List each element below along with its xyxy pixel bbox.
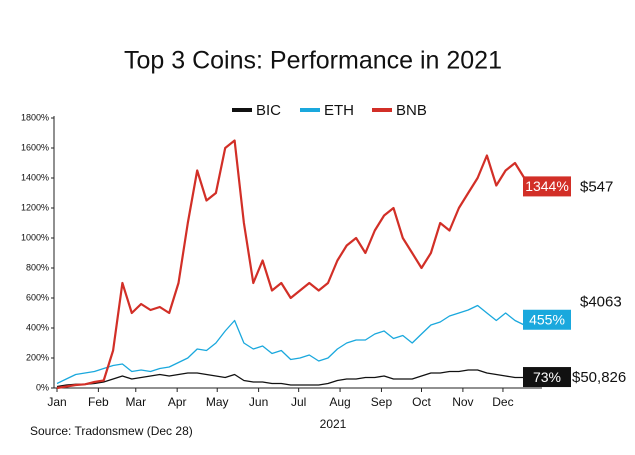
source: Source: Tradonsmew (Dec 28): [30, 424, 193, 438]
end-label: 455%: [529, 311, 565, 327]
legend-label: BIC: [256, 102, 281, 119]
y-tick-label: 200%: [26, 352, 49, 362]
end-label-box: [523, 309, 571, 330]
y-tick-label: 1000%: [21, 232, 49, 242]
y-tick-label: 600%: [26, 292, 49, 302]
x-tick-label: May: [206, 395, 229, 409]
y-tick-label: 800%: [26, 262, 49, 272]
x-tick-label: Jan: [47, 395, 66, 409]
x-tick-label: Sep: [371, 395, 393, 409]
series-line: [56, 369, 540, 388]
price-label: $50,826: [572, 369, 626, 386]
series-line: [56, 304, 540, 385]
x-tick-label: Jun: [249, 395, 268, 409]
x-tick-label: Dec: [492, 395, 513, 409]
x-axis-label: 2021: [320, 417, 347, 431]
x-tick-label: Aug: [329, 395, 350, 409]
x-tick-label: Feb: [88, 395, 109, 409]
x-tick-label: Jul: [291, 395, 306, 409]
price-label: $4063: [580, 294, 622, 311]
end-label: 1344%: [525, 178, 569, 194]
price-label: $547: [580, 178, 613, 195]
legend-label: ETH: [324, 102, 354, 119]
x-tick-label: Apr: [168, 395, 187, 409]
x-tick-label: Mar: [125, 395, 146, 409]
x-tick-label: Oct: [412, 395, 431, 409]
y-tick-label: 1600%: [21, 142, 49, 152]
series-line: [56, 139, 540, 390]
end-label: 73%: [533, 369, 561, 385]
end-label-box: [523, 176, 571, 197]
chart-title: Top 3 Coins: Performance in 2021: [124, 47, 502, 75]
y-tick-label: 0%: [36, 382, 49, 392]
y-tick-label: 400%: [26, 322, 49, 332]
y-tick-label: 1200%: [21, 202, 49, 212]
x-tick-label: Nov: [452, 395, 473, 409]
end-label-box: [523, 367, 571, 388]
legend-label: BNB: [396, 102, 427, 119]
y-tick-label: 1800%: [21, 112, 49, 122]
y-tick-label: 1400%: [21, 172, 49, 182]
